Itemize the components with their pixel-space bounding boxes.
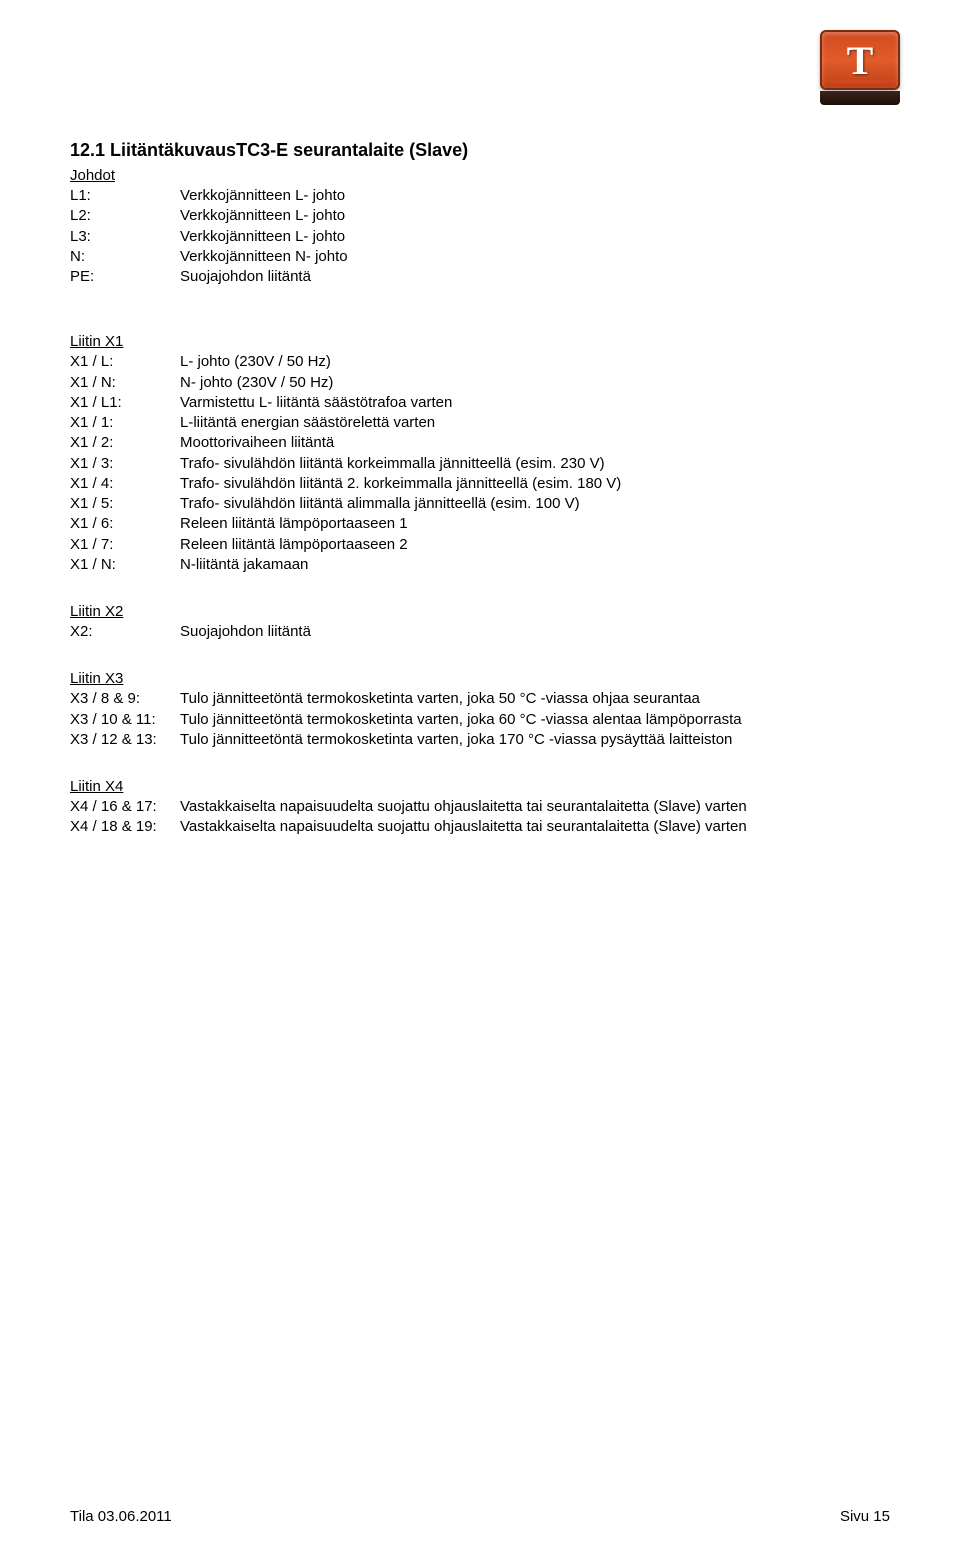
row-label: X4 / 16 & 17:: [70, 797, 180, 817]
row-value: Verkkojännitteen L- johto: [180, 206, 890, 226]
row-label: X1 / 2:: [70, 433, 180, 453]
definition-row: X3 / 8 & 9:Tulo jännitteetöntä termokosk…: [70, 689, 890, 709]
row-label: X1 / N:: [70, 555, 180, 575]
row-label: X1 / L:: [70, 352, 180, 372]
section: Liitin X1X1 / L:L- johto (230V / 50 Hz)X…: [70, 333, 890, 575]
row-label: X1 / 6:: [70, 514, 180, 534]
row-value: Tulo jännitteetöntä termokosketinta vart…: [180, 689, 890, 709]
row-value: Trafo- sivulähdön liitäntä korkeimmalla …: [180, 454, 890, 474]
section: Liitin X3X3 / 8 & 9:Tulo jännitteetöntä …: [70, 670, 890, 750]
section-heading: Liitin X1: [70, 333, 890, 350]
row-label: X3 / 12 & 13:: [70, 730, 180, 750]
section: Liitin X4 X4 / 16 & 17:Vastakkaiselta nap…: [70, 778, 890, 838]
section-heading: Liitin X3: [70, 670, 890, 687]
definition-row: X4 / 18 & 19:Vastakkaiselta napaisuudelt…: [70, 817, 890, 837]
row-label: X1 / L1:: [70, 393, 180, 413]
row-label: X1 / 1:: [70, 413, 180, 433]
row-label: X1 / 7:: [70, 535, 180, 555]
definition-row: X4 / 16 & 17:Vastakkaiselta napaisuudelt…: [70, 797, 890, 817]
row-value: Vastakkaiselta napaisuudelta suojattu oh…: [180, 817, 890, 837]
row-value: Varmistettu L- liitäntä säästötrafoa var…: [180, 393, 890, 413]
brand-logo: T: [820, 30, 900, 105]
definition-row: X1 / L1:Varmistettu L- liitäntä säästötr…: [70, 393, 890, 413]
row-value: Moottorivaiheen liitäntä: [180, 433, 890, 453]
footer-page: Sivu 15: [840, 1508, 890, 1525]
definition-row: X1 / N:N- johto (230V / 50 Hz): [70, 373, 890, 393]
row-label: X3 / 10 & 11:: [70, 710, 180, 730]
definition-row: X1 / 5:Trafo- sivulähdön liitäntä alimma…: [70, 494, 890, 514]
row-value: Verkkojännitteen L- johto: [180, 186, 890, 206]
definition-row: X1 / N:N-liitäntä jakamaan: [70, 555, 890, 575]
logo-base: [820, 91, 900, 105]
footer-date: Tila 03.06.2011: [70, 1508, 172, 1525]
page-footer: Tila 03.06.2011 Sivu 15: [70, 1508, 890, 1525]
row-value: Suojajohdon liitäntä: [180, 267, 890, 287]
definition-row: X1 / 2:Moottorivaiheen liitäntä: [70, 433, 890, 453]
row-label: X1 / 3:: [70, 454, 180, 474]
row-value: Vastakkaiselta napaisuudelta suojattu oh…: [180, 797, 890, 817]
section: Liitin X2 X2:Suojajohdon liitäntä: [70, 603, 890, 642]
row-value: Verkkojännitteen L- johto: [180, 227, 890, 247]
row-label: X1 / N:: [70, 373, 180, 393]
row-label: N:: [70, 247, 180, 267]
row-value: Trafo- sivulähdön liitäntä 2. korkeimmal…: [180, 474, 890, 494]
row-label: X4 / 18 & 19:: [70, 817, 180, 837]
logo-wave: [820, 80, 900, 83]
page-title: 12.1 LiitäntäkuvausTC3-E seurantalaite (…: [70, 140, 890, 161]
section-heading: Johdot: [70, 167, 890, 184]
definition-row: X1 / 6:Releen liitäntä lämpöportaaseen 1: [70, 514, 890, 534]
row-value: L-liitäntä energian säästörelettä varten: [180, 413, 890, 433]
definition-row: X1 / 7:Releen liitäntä lämpöportaaseen 2: [70, 535, 890, 555]
row-value: N- johto (230V / 50 Hz): [180, 373, 890, 393]
definition-row: N:Verkkojännitteen N- johto: [70, 247, 890, 267]
row-label: L1:: [70, 186, 180, 206]
row-label: PE:: [70, 267, 180, 287]
row-value: Releen liitäntä lämpöportaaseen 2: [180, 535, 890, 555]
definition-row: PE:Suojajohdon liitäntä: [70, 267, 890, 287]
definition-row: X1 / 1:L-liitäntä energian säästörelettä…: [70, 413, 890, 433]
row-value: N-liitäntä jakamaan: [180, 555, 890, 575]
definition-row: L3:Verkkojännitteen L- johto: [70, 227, 890, 247]
definition-row: X1 / L:L- johto (230V / 50 Hz): [70, 352, 890, 372]
row-label: X2:: [70, 622, 180, 642]
logo-letter: T: [847, 37, 874, 84]
definition-row: L1:Verkkojännitteen L- johto: [70, 186, 890, 206]
row-value: Tulo jännitteetöntä termokosketinta vart…: [180, 710, 890, 730]
row-value: Suojajohdon liitäntä: [180, 622, 890, 642]
row-value: Releen liitäntä lämpöportaaseen 1: [180, 514, 890, 534]
row-value: Trafo- sivulähdön liitäntä alimmalla jän…: [180, 494, 890, 514]
section: JohdotL1:Verkkojännitteen L- johtoL2:Ver…: [70, 167, 890, 287]
section-heading: Liitin X2: [70, 603, 890, 620]
row-value: Tulo jännitteetöntä termokosketinta vart…: [180, 730, 890, 750]
definition-row: X2:Suojajohdon liitäntä: [70, 622, 890, 642]
row-value: Verkkojännitteen N- johto: [180, 247, 890, 267]
row-value: L- johto (230V / 50 Hz): [180, 352, 890, 372]
row-label: X3 / 8 & 9:: [70, 689, 180, 709]
row-label: X1 / 4:: [70, 474, 180, 494]
row-label: L2:: [70, 206, 180, 226]
definition-row: X3 / 12 & 13:Tulo jännitteetöntä termoko…: [70, 730, 890, 750]
definition-row: X3 / 10 & 11:Tulo jännitteetöntä termoko…: [70, 710, 890, 730]
definition-row: X1 / 4:Trafo- sivulähdön liitäntä 2. kor…: [70, 474, 890, 494]
section-heading: Liitin X4: [70, 778, 890, 795]
row-label: L3:: [70, 227, 180, 247]
row-label: X1 / 5:: [70, 494, 180, 514]
definition-row: L2:Verkkojännitteen L- johto: [70, 206, 890, 226]
definition-row: X1 / 3:Trafo- sivulähdön liitäntä korkei…: [70, 454, 890, 474]
